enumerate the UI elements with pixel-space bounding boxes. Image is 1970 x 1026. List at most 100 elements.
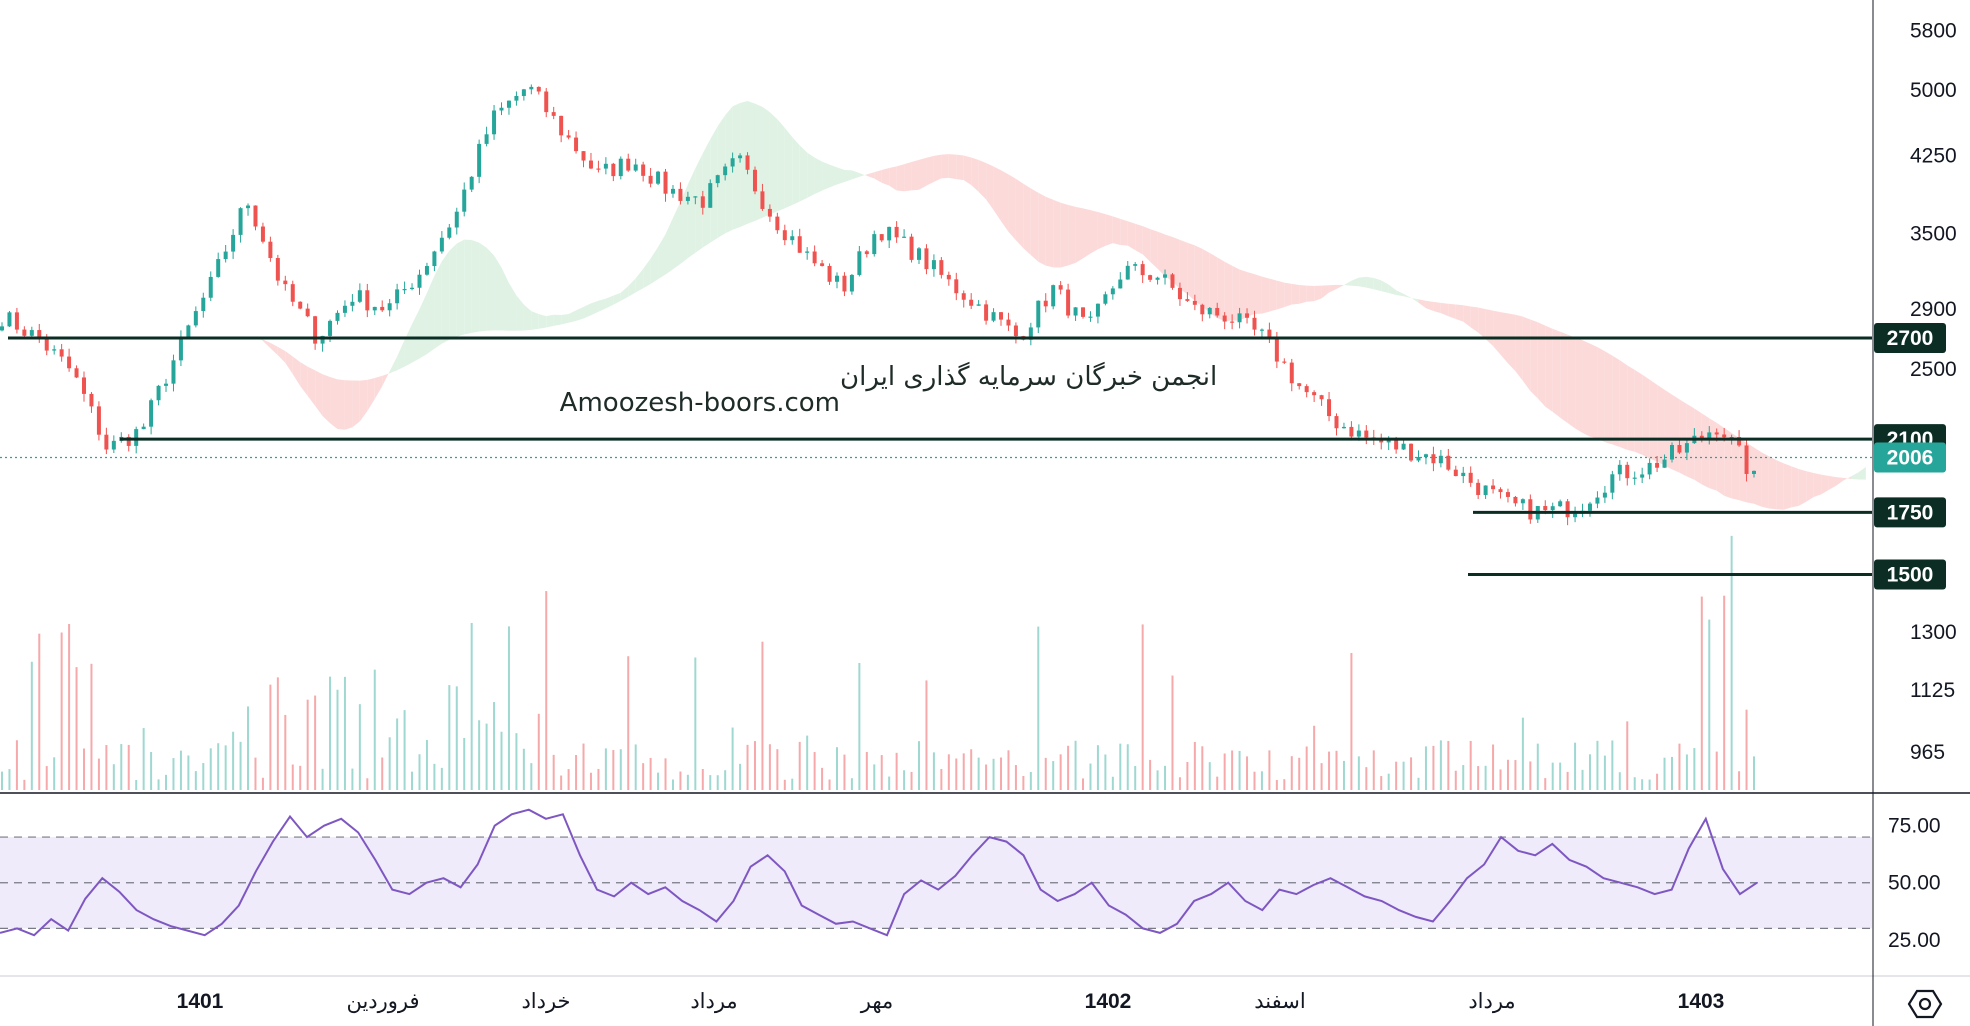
candle-body — [917, 248, 922, 260]
volume-bar — [1454, 770, 1457, 790]
volume-bar — [1685, 754, 1688, 790]
volume-bar — [1439, 740, 1442, 790]
candle-body — [1476, 482, 1481, 495]
cloud-segment — [1403, 293, 1412, 298]
candlesticks[interactable] — [0, 84, 1756, 526]
cloud-segment — [277, 346, 286, 363]
candle-body — [1215, 307, 1220, 316]
candle-body — [1528, 499, 1533, 520]
cloud-segment — [1157, 231, 1166, 277]
candle-body — [693, 196, 698, 198]
candle-body — [961, 293, 966, 300]
volume-bar — [903, 770, 906, 790]
cloud-segment — [546, 314, 554, 328]
cloud-segment — [971, 157, 979, 192]
candle-body — [611, 163, 616, 177]
volume-bar — [1603, 755, 1606, 790]
volume-bar — [232, 731, 235, 790]
volume-bar — [1208, 762, 1211, 790]
volume-bars — [1, 535, 1755, 790]
rsi-axis[interactable]: 75.00 50.00 25.00 — [1888, 815, 1941, 952]
candle-body — [1356, 430, 1361, 437]
time-label: مرداد — [690, 990, 737, 1014]
candle-body — [506, 100, 511, 108]
candle-body — [1401, 443, 1406, 450]
candle-body — [685, 196, 690, 201]
candle-body — [365, 290, 370, 311]
volume-bar — [425, 739, 428, 790]
candle-body — [1684, 443, 1689, 453]
volume-bar — [1126, 744, 1129, 790]
candle-body — [1617, 464, 1622, 475]
candle-body — [1423, 454, 1428, 458]
cloud-segment — [419, 292, 427, 359]
time-axis[interactable]: 1401 فروردین خرداد مرداد مهر 1402 اسفند مرداد 14… — [177, 990, 1725, 1014]
candle-body — [1252, 317, 1257, 330]
candle-body — [410, 287, 415, 290]
cloud-segment — [799, 145, 808, 202]
candle-body — [477, 143, 482, 177]
volume-bar — [470, 622, 473, 790]
candle-body — [1565, 501, 1570, 518]
volume-bar — [1268, 750, 1271, 790]
candle-body — [1543, 506, 1548, 511]
watermark-line1: انجمن خبرگان سرمایه گذاری ایران — [840, 361, 1217, 392]
volume-bar — [940, 768, 943, 790]
volume-bar — [1156, 770, 1159, 790]
volume-bar — [366, 778, 369, 790]
hexagon-settings-icon[interactable] — [1907, 989, 1943, 1019]
candle-body — [1006, 319, 1011, 326]
volume-bar — [1611, 740, 1614, 790]
volume-bar — [1432, 745, 1435, 790]
cloud-segment — [523, 304, 532, 331]
volume-bar — [1067, 745, 1070, 790]
candle-body — [1752, 470, 1756, 474]
cloud-segment — [926, 155, 934, 186]
cloud-segment — [665, 217, 673, 275]
price-tick-label: 5800 — [1910, 19, 1957, 42]
candle-body — [939, 260, 944, 275]
candle-body — [238, 208, 243, 235]
cloud-segment — [1686, 404, 1695, 480]
cloud-segment — [1821, 474, 1829, 495]
candle-body — [216, 259, 221, 277]
candle-body — [492, 110, 497, 135]
candle-body — [22, 329, 27, 336]
volume-bar — [739, 763, 742, 790]
volume-bar — [38, 633, 41, 790]
volume-bar — [701, 768, 704, 790]
cloud-segment — [613, 292, 621, 305]
candle-body — [111, 440, 116, 450]
volume-bar — [336, 689, 339, 790]
cloud-segment — [1045, 196, 1054, 268]
candle-body — [1409, 443, 1414, 461]
price-axis[interactable]: 5800 5000 4250 3500 2900 2500 1300 1125 965 — [1910, 19, 1957, 764]
candle-body — [1170, 274, 1175, 288]
volume-bar — [1283, 779, 1286, 790]
candle-body — [1177, 287, 1182, 300]
cloud-segment — [404, 324, 413, 367]
volume-bar — [575, 755, 578, 790]
rsi-line[interactable] — [0, 808, 1758, 937]
candle-body — [1513, 496, 1518, 504]
candle-body — [1379, 439, 1384, 443]
cloud-segment — [1828, 475, 1837, 491]
ichimoku-cloud — [195, 101, 1866, 510]
rsi-tick-label: 50.00 — [1888, 872, 1941, 895]
candle-body — [1386, 439, 1391, 443]
cloud-segment — [479, 242, 487, 332]
horizontal-levels[interactable] — [8, 336, 1872, 576]
cloud-segment — [777, 119, 785, 212]
cloud-segment — [784, 127, 793, 209]
cloud-segment — [1202, 248, 1210, 313]
cloud-segment — [1358, 276, 1367, 288]
cloud-segment — [993, 166, 1002, 222]
volume-bar — [1648, 779, 1651, 790]
cloud-segment — [262, 339, 271, 349]
volume-bar — [1387, 773, 1390, 790]
cloud-segment — [382, 371, 390, 387]
cloud-segment — [1127, 221, 1136, 251]
volume-bar — [1082, 778, 1085, 790]
volume-bar — [135, 779, 138, 790]
candle-body — [574, 137, 579, 152]
